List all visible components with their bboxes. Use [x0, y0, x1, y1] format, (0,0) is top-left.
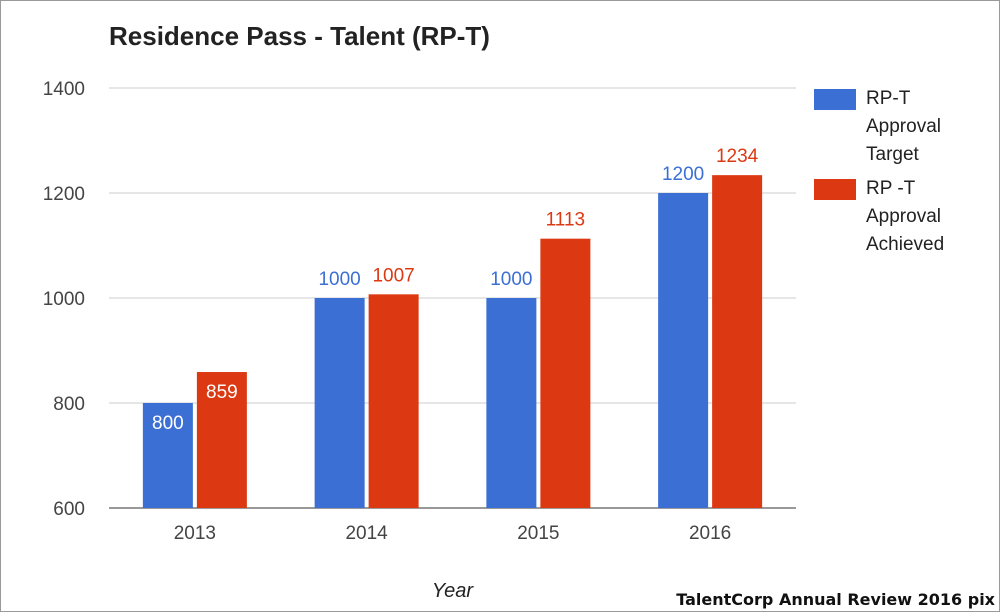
data-label-achieved: 1113 [546, 210, 585, 231]
data-label-achieved: 1234 [716, 146, 759, 167]
bar-target [142, 403, 193, 508]
legend-item-target: RP-T Approval Target [814, 85, 984, 169]
data-label-target: 1000 [490, 269, 532, 290]
bar-achieved [196, 372, 247, 508]
bar-achieved [368, 294, 419, 508]
legend: RP-T Approval Target RP -T Approval Achi… [814, 85, 984, 265]
bar-target [314, 298, 365, 508]
data-label-target: 1000 [318, 269, 360, 290]
data-label-target: 1200 [662, 164, 704, 185]
image-credit: TalentCorp Annual Review 2016 pix [676, 590, 995, 609]
legend-item-achieved: RP -T Approval Achieved [814, 175, 984, 259]
data-label-target: 800 [152, 413, 184, 434]
y-tick-label: 800 [53, 394, 85, 415]
legend-label-achieved-line2: Approval [866, 206, 941, 227]
x-axis-title: Year [432, 580, 474, 602]
bar-target [658, 193, 709, 508]
data-label-achieved: 1007 [372, 265, 414, 286]
bar-target [486, 298, 537, 508]
legend-label-target-line3: Target [866, 144, 919, 165]
x-tick-label: 2015 [517, 523, 559, 544]
y-tick-label: 1000 [43, 289, 85, 310]
y-tick-label: 1400 [43, 79, 85, 100]
legend-label-target-line2: Approval [866, 116, 941, 137]
y-tick-label: 600 [53, 499, 85, 520]
x-tick-label: 2014 [345, 523, 388, 544]
legend-swatch-target [814, 89, 856, 110]
y-tick-label: 1200 [43, 184, 85, 205]
x-tick-label: 2016 [689, 523, 731, 544]
data-label-achieved: 859 [206, 382, 238, 403]
bar-achieved [712, 175, 763, 508]
x-tick-label: 2013 [174, 523, 216, 544]
legend-label-achieved-line3: Achieved [866, 234, 945, 255]
chart-title: Residence Pass - Talent (RP-T) [109, 21, 490, 51]
legend-swatch-achieved [814, 179, 856, 200]
legend-label-achieved-line1: RP -T [866, 178, 916, 199]
legend-label-target-line1: RP-T [866, 88, 911, 109]
bar-achieved [540, 238, 591, 509]
